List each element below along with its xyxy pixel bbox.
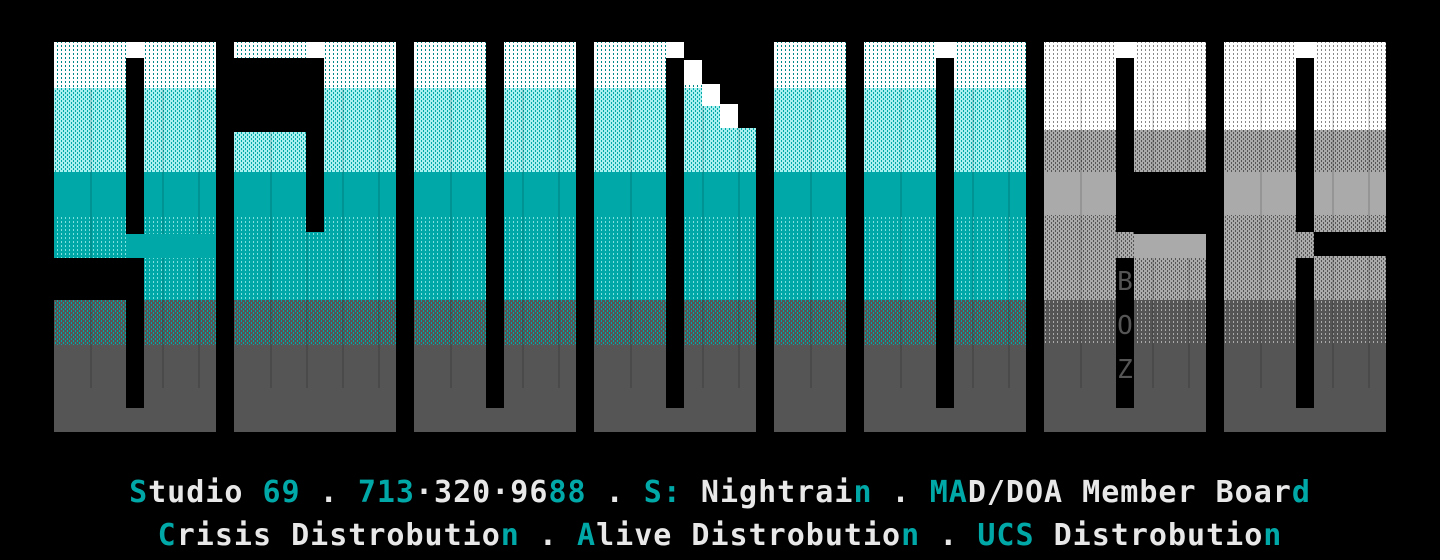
cutout — [1134, 172, 1206, 234]
footer-text-segment: tudio — [148, 475, 263, 510]
cutout-highlight — [684, 60, 702, 84]
block-seam — [342, 88, 344, 388]
cutout-highlight — [720, 104, 738, 128]
letter-i — [774, 42, 846, 432]
footer-text-segment: Distrobutio — [1034, 518, 1264, 553]
cutout — [720, 84, 756, 104]
letter-band — [774, 388, 846, 432]
cutout — [738, 104, 756, 128]
cutout — [666, 42, 684, 408]
block-seam — [522, 88, 524, 388]
cutout-highlight — [1116, 42, 1134, 58]
footer-text-segment: C — [157, 518, 177, 553]
footer-text-segment: risis Distrobutio — [176, 518, 501, 553]
cutout — [306, 58, 324, 232]
footer-text-segment: n — [500, 518, 520, 553]
footer-text-segment: . — [519, 518, 578, 553]
signature-letter: O — [1117, 311, 1133, 341]
block-seam — [1008, 88, 1010, 388]
footer-text-segment: S — [129, 475, 149, 510]
block-seam — [702, 88, 704, 388]
letter-band — [774, 300, 846, 345]
cutout — [126, 258, 144, 408]
letter-band — [234, 345, 396, 388]
footer-text-segment: n — [1263, 518, 1283, 553]
footer-text-segment: live Distrobutio — [596, 518, 902, 553]
block-seam — [1296, 88, 1298, 388]
letter-band — [774, 130, 846, 172]
footer-text-segment: ·320·96 — [415, 475, 549, 510]
letter-band — [234, 258, 396, 300]
block-seam — [558, 88, 560, 388]
block-seam — [90, 88, 92, 388]
letter-band — [234, 300, 396, 345]
studio-69-logo: BOZ — [54, 42, 1386, 432]
block-seam — [630, 88, 632, 388]
footer-line-1: Studio 69 . 713·320·9688 . S: Nightrain … — [0, 475, 1440, 511]
footer-text-segment: S: — [643, 475, 682, 510]
block-seam — [900, 88, 902, 388]
cutout-highlight — [1134, 234, 1206, 258]
letter-band — [774, 172, 846, 215]
signature-letter: Z — [1117, 355, 1133, 385]
cutout — [1296, 258, 1314, 408]
block-seam — [1260, 88, 1262, 388]
footer-text-segment: . — [300, 475, 358, 510]
block-seam — [306, 88, 308, 388]
cutout — [1296, 58, 1314, 232]
cutout — [126, 58, 144, 234]
footer-text-segment: n — [853, 475, 873, 510]
footer-text-segment: MA — [929, 475, 968, 510]
footer-text-segment: UCS — [977, 518, 1035, 553]
cutout-highlight — [702, 84, 720, 106]
block-seam — [972, 88, 974, 388]
cutout — [1116, 258, 1134, 408]
block-seam — [1116, 88, 1118, 388]
cutout — [1314, 232, 1386, 256]
footer-text-segment: A — [577, 518, 597, 553]
letter-band — [774, 258, 846, 300]
letter-band — [774, 345, 846, 388]
cutout-highlight — [126, 234, 216, 258]
cutout — [936, 58, 954, 408]
footer-text-segment: . — [920, 518, 978, 553]
block-seam — [270, 88, 272, 388]
cutout-highlight — [1296, 42, 1314, 58]
footer-line-2: Crisis Distrobution . Alive Distrobution… — [0, 518, 1440, 554]
letter-band — [774, 42, 846, 88]
letter-band — [774, 215, 846, 258]
footer-text-segment: . — [586, 475, 644, 510]
cutout-highlight — [666, 42, 684, 58]
cutout-highlight — [936, 42, 954, 58]
footer-text-segment: n — [901, 518, 921, 553]
footer-text-segment: 713 — [357, 475, 415, 510]
block-seam — [810, 88, 812, 388]
footer-text-segment: 69 — [262, 475, 301, 510]
footer-text-segment: D/DOA Member Boar — [967, 475, 1292, 510]
letter-band — [234, 388, 396, 432]
cutout — [486, 42, 504, 408]
block-seam — [450, 88, 452, 388]
footer-text-segment: 88 — [548, 475, 587, 510]
signature-letter: B — [1117, 267, 1133, 297]
cutout — [702, 60, 756, 84]
footer-text-segment: d — [1291, 475, 1311, 510]
cutout — [54, 258, 126, 300]
block-seam — [738, 88, 740, 388]
cutout — [684, 42, 756, 60]
block-seam — [378, 88, 380, 388]
block-seam — [1080, 88, 1082, 388]
cutout-highlight — [126, 42, 144, 58]
footer-text-segment: . — [872, 475, 930, 510]
cutout — [1116, 58, 1134, 232]
cutout-highlight — [306, 42, 324, 58]
letter-band — [774, 88, 846, 130]
footer-text-segment: Nightrai — [681, 475, 854, 510]
cutout — [234, 58, 306, 132]
